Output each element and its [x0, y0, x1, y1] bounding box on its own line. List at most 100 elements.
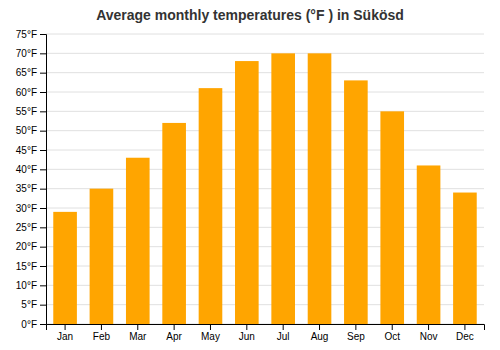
y-axis: 0°F 5°F 10°F 15°F 20°F 25°F 30°F 35°F 40°F 45°F 50…: [16, 29, 47, 330]
tick-label: 45°F: [16, 145, 37, 156]
tick-label: 75°F: [16, 29, 37, 40]
tick: Mar: [129, 324, 147, 342]
tick-label: Feb: [93, 331, 111, 342]
bar: [453, 193, 477, 324]
tick-mark: [246, 324, 247, 330]
bar: [126, 158, 150, 324]
tick: 30°F: [16, 203, 46, 214]
plot: 0°F 5°F 10°F 15°F 20°F 25°F 30°F 35°F 40°F 45°F 50…: [16, 29, 485, 342]
tick-mark: [40, 131, 46, 132]
tick-label: 60°F: [16, 87, 37, 98]
bar: [90, 189, 114, 324]
tick: Oct: [384, 324, 400, 342]
grid-line: [46, 111, 484, 112]
tick: 40°F: [16, 164, 46, 175]
chart: 0°F 5°F 10°F 15°F 20°F 25°F 30°F 35°F 40°F 45°F 50…: [0, 0, 500, 350]
tick-label: 15°F: [16, 261, 37, 272]
tick-mark: [40, 247, 46, 248]
tick-label: Oct: [384, 331, 400, 342]
tick-mark: [40, 111, 46, 112]
tick-label: 70°F: [16, 48, 37, 59]
tick: Jun: [239, 324, 255, 342]
bar: [199, 88, 223, 324]
axis-line: [40, 35, 47, 325]
tick: Feb: [93, 324, 111, 342]
tick-mark: [428, 324, 429, 330]
tick-label: Nov: [420, 331, 438, 342]
tick-label: Mar: [129, 331, 147, 342]
tick-mark: [40, 324, 46, 325]
tick-label: 25°F: [16, 222, 37, 233]
tick-mark: [40, 53, 46, 54]
tick: Jul: [277, 324, 290, 342]
tick-mark: [40, 227, 46, 228]
axis-line: [47, 325, 485, 331]
tick: Jan: [57, 324, 73, 342]
grid-line: [46, 72, 484, 73]
tick: 55°F: [16, 106, 46, 117]
tick-label: 55°F: [16, 106, 37, 117]
tick: 70°F: [16, 48, 46, 59]
tick-mark: [392, 324, 393, 330]
tick-mark: [40, 92, 46, 93]
tick-label: Jan: [57, 331, 73, 342]
tick: 60°F: [16, 87, 46, 98]
tick-mark: [40, 305, 46, 306]
tick-label: Dec: [456, 331, 474, 342]
grid-line: [46, 130, 484, 131]
tick-label: 20°F: [16, 241, 37, 252]
tick: 65°F: [16, 67, 46, 78]
tick: 5°F: [21, 299, 46, 310]
tick-mark: [319, 324, 320, 330]
tick-label: Aug: [311, 331, 329, 342]
grid-line: [46, 53, 484, 54]
grid-line: [46, 92, 484, 93]
tick-mark: [40, 169, 46, 170]
x-axis: Jan Feb Mar Apr May Jun Jul Aug Sep Oct Nov Dec: [47, 324, 485, 342]
tick: 10°F: [16, 280, 46, 291]
tick-label: 30°F: [16, 203, 37, 214]
tick-mark: [137, 324, 138, 330]
tick-label: 5°F: [21, 299, 37, 310]
tick-label: Sep: [347, 331, 365, 342]
tick-label: Apr: [166, 331, 182, 342]
tick: 25°F: [16, 222, 46, 233]
tick-label: 35°F: [16, 183, 37, 194]
tick-label: 50°F: [16, 125, 37, 136]
tick: 35°F: [16, 183, 46, 194]
bar: [271, 53, 295, 324]
tick-mark: [464, 324, 465, 330]
bar: [162, 123, 186, 324]
tick-label: Jun: [239, 331, 255, 342]
tick: 20°F: [16, 241, 46, 252]
tick-label: 10°F: [16, 280, 37, 291]
bar: [380, 111, 404, 324]
tick-mark: [40, 208, 46, 209]
tick: 75°F: [16, 29, 46, 40]
tick-mark: [40, 189, 46, 190]
tick: 0°F: [21, 319, 46, 330]
tick: Dec: [456, 324, 474, 342]
tick-label: 65°F: [16, 67, 37, 78]
tick-mark: [40, 34, 46, 35]
bars: [53, 53, 476, 324]
tick: 45°F: [16, 145, 46, 156]
tick-label: May: [201, 331, 220, 342]
tick-mark: [101, 324, 102, 330]
tick-mark: [40, 285, 46, 286]
tick-mark: [210, 324, 211, 330]
tick-mark: [283, 324, 284, 330]
title: Average monthly temperatures (°F ) in Sü…: [96, 7, 404, 23]
tick-label: Jul: [277, 331, 290, 342]
tick-mark: [174, 324, 175, 330]
tick: Sep: [347, 324, 365, 342]
bar: [235, 61, 259, 324]
tick: Apr: [166, 324, 182, 342]
tick-label: 0°F: [21, 319, 37, 330]
tick-mark: [40, 73, 46, 74]
grid-line: [46, 34, 484, 35]
tick-mark: [65, 324, 66, 330]
bar: [344, 80, 368, 324]
bar: [417, 165, 441, 324]
tick-label: 40°F: [16, 164, 37, 175]
